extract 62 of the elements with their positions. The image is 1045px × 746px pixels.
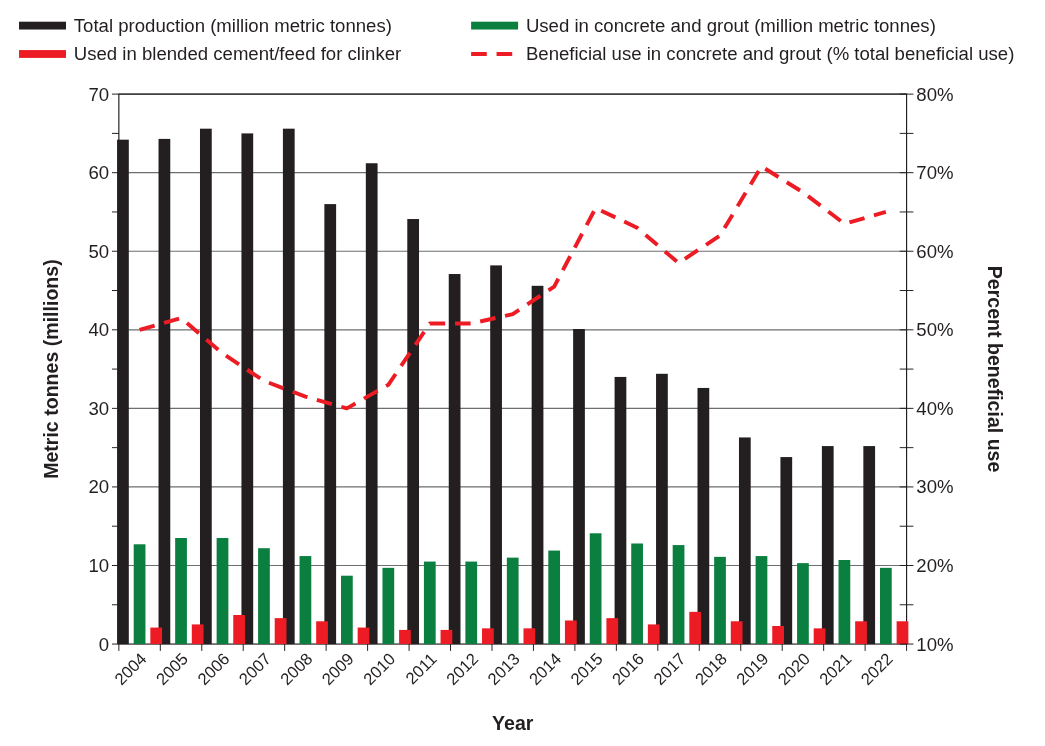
bar: [274, 618, 287, 645]
bar: [813, 628, 826, 645]
bar: [357, 627, 370, 645]
bar: [506, 557, 519, 645]
y2-tick-label: 80%: [916, 83, 954, 105]
x-axis-title: Year: [492, 712, 534, 735]
bar: [689, 611, 702, 645]
y-tick-label: 50: [88, 240, 110, 262]
bar: [730, 621, 743, 645]
y2-tick-label: 40%: [916, 397, 954, 419]
y-tick-label: 20: [88, 476, 110, 498]
y2-tick-label: 60%: [916, 240, 954, 262]
legend-label: Used in concrete and grout (million metric tonnes): [525, 15, 936, 37]
bar: [191, 624, 204, 645]
line-series: [137, 164, 888, 411]
legend-label: Used in blended cement/feed for clinker: [73, 43, 402, 65]
bar: [548, 550, 561, 645]
y2-tick-label: 70%: [916, 162, 954, 184]
bar: [838, 560, 851, 645]
y-axis-title: Metric tonnes (millions): [40, 259, 63, 479]
y-tick-label: 40: [88, 319, 110, 341]
bar: [382, 567, 395, 645]
bar: [399, 629, 411, 645]
y2-axis-title: Percent beneficial use: [983, 265, 1006, 473]
bar: [647, 624, 660, 645]
bar: [606, 618, 619, 645]
y-tick-label: 30: [88, 397, 110, 419]
y2-tick-label: 20%: [916, 555, 954, 576]
bar: [564, 620, 577, 645]
y-tick-label: 0: [98, 633, 110, 655]
bar: [423, 561, 436, 645]
bar: [175, 538, 187, 645]
bar: [341, 575, 353, 645]
bar: [755, 556, 768, 645]
bar: [589, 533, 602, 645]
bar: [133, 544, 146, 645]
bar: [316, 621, 328, 645]
bar: [465, 561, 478, 645]
bar: [797, 563, 809, 645]
bar: [714, 556, 726, 645]
bar: [896, 621, 909, 645]
legend-label: Total production (million metric tonnes): [73, 15, 392, 37]
bar: [855, 621, 867, 645]
y2-tick-label: 10%: [916, 633, 954, 655]
bar: [772, 625, 784, 645]
y-tick-label: 10: [88, 555, 110, 576]
y2-tick-label: 30%: [916, 476, 954, 498]
bar: [150, 627, 163, 645]
y-tick-label: 70: [88, 83, 110, 105]
legend-label: Beneficial use in concrete and grout (% total beneficial use): [525, 43, 1015, 65]
bar: [631, 543, 643, 645]
bar: [523, 628, 536, 645]
bar: [482, 628, 494, 645]
bar: [233, 614, 245, 645]
bar: [440, 629, 453, 645]
y2-tick-label: 50%: [916, 319, 954, 341]
bar: [672, 545, 685, 645]
bar: [299, 556, 312, 645]
y-tick-label: 60: [88, 162, 110, 184]
bar: [879, 567, 892, 645]
bar: [258, 548, 270, 645]
bar: [216, 538, 229, 645]
